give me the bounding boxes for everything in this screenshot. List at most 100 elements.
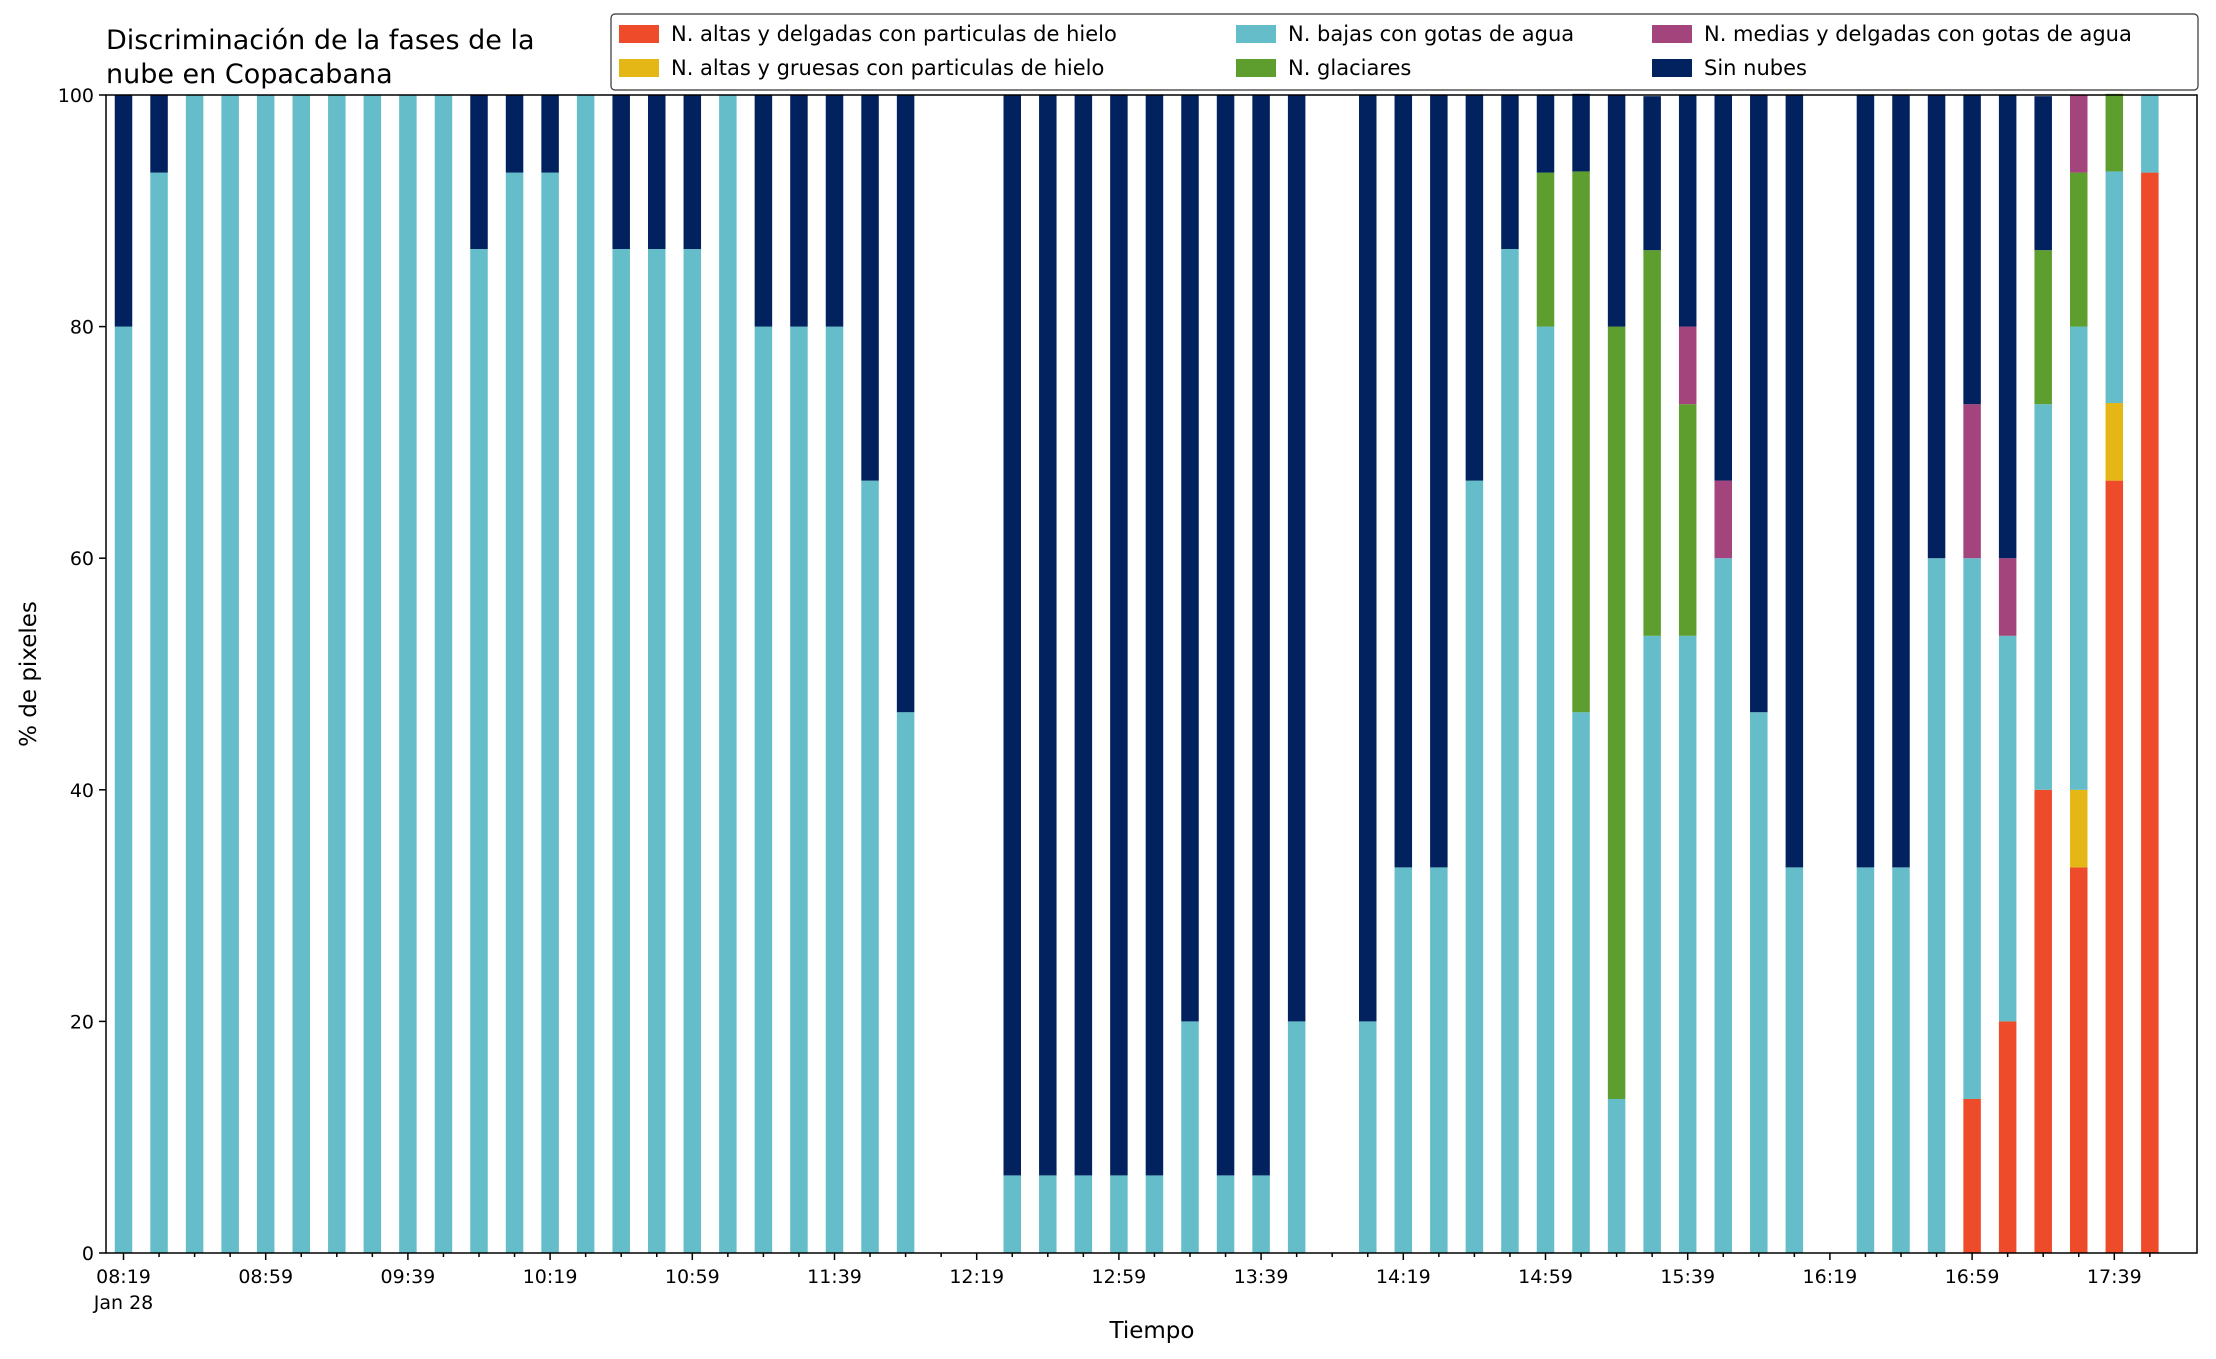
legend-label-0: N. altas y delgadas con particulas de hi… [671, 22, 1117, 46]
bar-segment-2-6 [328, 95, 346, 1253]
x-tick-label: 15:39 [1660, 1266, 1715, 1288]
bar-segment-5-32 [1252, 95, 1270, 1176]
bar-segment-0-53 [1998, 1021, 2017, 1253]
legend-swatch-3 [1236, 59, 1276, 77]
bar-segment-2-29 [1145, 1175, 1164, 1253]
bar-segment-3-43 [1643, 250, 1661, 636]
bar-segment-5-53 [1998, 95, 2017, 559]
x-axis: 08:19 08:59 09:39 10:19 10:59 11:39 12:19 12:59… [93, 1253, 2151, 1314]
bar-segment-2-47 [1785, 867, 1804, 1253]
x-tick-label: 16:59 [1945, 1266, 2000, 1288]
bar-segment-2-35 [1359, 1021, 1377, 1253]
bar-segment-2-19 [790, 326, 808, 1254]
bar-segment-2-44 [1678, 635, 1697, 1253]
y-tick-label: 20 [70, 1011, 94, 1033]
chart-title-line-2: nube en Copacabana [106, 59, 393, 90]
legend-swatch-4 [1652, 25, 1692, 43]
bar-segment-5-33 [1287, 95, 1306, 1022]
bar-segment-2-52 [1963, 558, 1981, 1099]
bar-segment-1-55 [2070, 789, 2088, 868]
legend-swatch-5 [1652, 59, 1692, 77]
bar-segment-5-25 [1003, 95, 1021, 1176]
bar-segment-5-45 [1714, 95, 1732, 481]
bar-segment-2-51 [1927, 558, 1946, 1253]
x-tick-label: 08:19 [96, 1266, 151, 1288]
bar-segment-5-10 [470, 95, 488, 250]
legend-label-2: N. bajas con gotas de agua [1288, 22, 1574, 46]
bar-segment-2-31 [1216, 1175, 1235, 1253]
x-tick-label: 09:39 [381, 1266, 436, 1288]
bar-segment-5-18 [754, 95, 773, 327]
axes-frame [105, 94, 2198, 1254]
bar-segment-2-12 [541, 172, 559, 1254]
y-tick-label: 60 [70, 548, 94, 570]
bar-segment-2-11 [505, 172, 524, 1254]
bar-segment-2-13 [576, 95, 595, 1253]
bar-segment-5-0 [114, 95, 133, 327]
bar-segment-2-45 [1714, 558, 1732, 1253]
bar-segment-2-21 [861, 480, 879, 1253]
bar-segment-5-21 [861, 95, 879, 481]
bar-segment-5-29 [1145, 95, 1164, 1176]
bar-segment-5-43 [1643, 96, 1661, 251]
x-tick-label: 10:19 [523, 1266, 578, 1288]
bar-segment-2-2 [185, 95, 204, 1253]
bar-segment-4-45 [1714, 480, 1732, 559]
bar-segment-2-43 [1643, 635, 1661, 1253]
y-tick-label: 100 [58, 85, 94, 107]
bar-segment-5-47 [1785, 95, 1804, 868]
y-axis: 0 20 40 60 80 100 [58, 85, 106, 1265]
bar-segment-2-7 [363, 95, 382, 1253]
bar-segment-2-27 [1074, 1175, 1093, 1253]
bar-segment-5-39 [1501, 95, 1519, 250]
x-tick-label: 10:59 [665, 1266, 720, 1288]
bar-segment-5-12 [541, 95, 559, 173]
y-tick-label: 40 [70, 780, 94, 802]
legend-label-3: N. glaciares [1288, 56, 1411, 80]
bar-segment-2-1 [150, 172, 168, 1254]
bar-segment-0-52 [1963, 1098, 1981, 1253]
bar-segment-2-15 [648, 249, 666, 1253]
bar-segment-4-55 [2070, 95, 2088, 173]
bar-segment-5-52 [1963, 95, 1981, 405]
x-tick-label: 14:59 [1518, 1266, 1573, 1288]
x-date-label: Jan 28 [93, 1292, 154, 1314]
x-tick-label: 14:19 [1376, 1266, 1431, 1288]
bar-segment-2-3 [221, 95, 239, 1253]
bar-segment-2-53 [1998, 635, 2017, 1022]
legend-swatch-1 [619, 59, 659, 77]
bar-segment-2-4 [256, 95, 275, 1253]
bar-segment-2-32 [1252, 1175, 1270, 1253]
y-tick-label: 0 [82, 1243, 94, 1265]
legend-box [610, 13, 2199, 91]
bar-segment-0-56 [2105, 480, 2124, 1253]
bar-segment-3-40 [1536, 172, 1555, 327]
chart-title-line-1: Discriminación de la fases de la [106, 25, 535, 56]
legend-label-1: N. altas y gruesas con particulas de hie… [671, 56, 1104, 80]
x-tick-label: 17:39 [2087, 1266, 2142, 1288]
bar-segment-2-9 [434, 95, 453, 1253]
bar-segment-2-0 [114, 326, 133, 1254]
bar-segment-2-42 [1607, 1098, 1626, 1253]
bar-segment-5-11 [505, 95, 524, 173]
bar-segment-2-57 [2141, 95, 2159, 173]
bar-segment-5-50 [1892, 95, 1910, 868]
bar-segment-5-41 [1572, 93, 1590, 172]
bar-segment-5-42 [1607, 95, 1626, 327]
bars-layer [114, 93, 2159, 1254]
bar-segment-4-53 [1998, 558, 2017, 636]
bar-segment-5-15 [648, 95, 666, 250]
bar-segment-2-33 [1287, 1021, 1306, 1253]
bar-segment-2-22 [896, 712, 915, 1253]
bar-segment-5-46 [1750, 95, 1768, 713]
bar-segment-5-16 [683, 95, 702, 250]
bar-segment-3-55 [2070, 172, 2088, 327]
bar-segment-5-38 [1465, 95, 1484, 481]
bar-segment-2-14 [612, 249, 630, 1253]
bar-segment-2-17 [719, 95, 737, 1253]
bar-segment-5-54 [2034, 96, 2052, 251]
bar-segment-2-55 [2070, 326, 2088, 790]
x-tick-label: 16:19 [1803, 1266, 1858, 1288]
bar-segment-3-44 [1678, 404, 1697, 636]
x-tick-label: 11:39 [807, 1266, 862, 1288]
